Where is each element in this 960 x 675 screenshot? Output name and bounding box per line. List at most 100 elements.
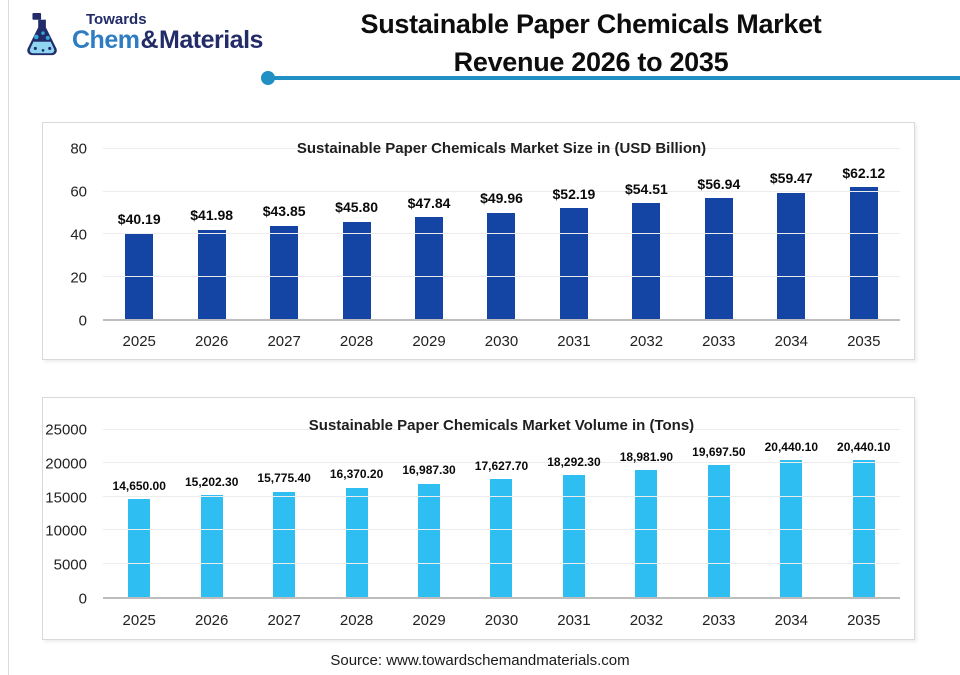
x-tick-label: 2026	[194, 333, 229, 350]
bar-value-label: $54.51	[624, 180, 668, 197]
gridline	[103, 429, 900, 430]
title-divider-line	[261, 71, 960, 85]
bar-2027	[273, 491, 296, 597]
page-title-line2: Revenue 2026 to 2035	[453, 46, 729, 77]
bar-2029	[415, 217, 444, 319]
bar-slot: $40.19	[103, 149, 175, 319]
bar-value-label: 14,650.00	[112, 478, 166, 493]
plot-area: 14,650.00 15,202.30 15,775.40 16,370.20 16,9…	[103, 429, 900, 599]
bar-2026	[200, 495, 223, 597]
y-tick-label: 20000	[45, 455, 87, 473]
x-tick-label: 2026	[194, 612, 229, 629]
bar-slot: $41.98	[175, 149, 247, 319]
x-tick-label: 2032	[629, 333, 664, 350]
y-axis: 0 20 40 60 80	[43, 142, 99, 329]
bar-slot: $45.80	[320, 149, 392, 319]
bar-value-label: $41.98	[190, 207, 234, 224]
bar-slot: $54.51	[610, 149, 682, 319]
x-tick-label: 2032	[629, 612, 664, 629]
brand-name: Chem&Materials	[72, 28, 263, 53]
bar-2033	[707, 465, 730, 597]
y-tick-label: 80	[70, 140, 87, 158]
bar-2030	[490, 479, 513, 597]
y-axis: 0 5000 10000 15000 20000 25000	[43, 423, 99, 607]
flask-icon	[27, 13, 57, 56]
x-tick-label: 2035	[847, 333, 881, 350]
bars: $40.19 $41.98 $43.85 $45.80 $47.84 $49.96 $52.…	[103, 149, 900, 319]
source-text: Source: www.towardschemandmaterials.com	[330, 652, 630, 669]
bar-slot: $49.96	[465, 149, 537, 319]
x-tick-label: 2029	[412, 612, 446, 629]
y-tick-label: 0	[78, 590, 87, 608]
bar-value-label: $49.96	[480, 190, 523, 207]
gridline	[103, 495, 900, 497]
bar-2028	[345, 487, 368, 597]
bars: 14,650.00 15,202.30 15,775.40 16,370.20 16,9…	[103, 430, 900, 597]
bar-value-label: 20,440.10	[764, 440, 818, 455]
market-size-chart: Sustainable Paper Chemicals Market Size …	[42, 122, 915, 360]
bar-value-label: $43.85	[262, 203, 306, 220]
bar-slot: 15,202.30	[175, 430, 247, 597]
bar-slot: 19,697.50	[683, 430, 755, 597]
bar-2032	[632, 203, 661, 319]
bar-2028	[342, 221, 371, 319]
brand-logo-text: Towards Chem&Materials	[72, 8, 263, 53]
bar-value-label: 15,775.40	[257, 471, 311, 486]
market-volume-chart: Sustainable Paper Chemicals Market Volum…	[42, 397, 915, 640]
y-tick-label: 15000	[45, 489, 87, 507]
bar-value-label: $47.84	[407, 194, 451, 211]
plot-area: $40.19 $41.98 $43.85 $45.80 $47.84 $49.96 $52.…	[103, 148, 900, 321]
page-frame-line	[8, 0, 9, 675]
bar-value-label: 16,370.20	[329, 467, 384, 482]
bar-2033	[704, 198, 733, 319]
brand-logo: Towards Chem&Materials	[0, 0, 263, 92]
bar-slot: $56.94	[683, 149, 755, 319]
bar-value-label: 16,987.30	[402, 463, 456, 478]
bar-value-label: 18,981.90	[619, 450, 674, 465]
bar-value-label: $59.47	[769, 170, 813, 187]
bar-value-label: $62.12	[842, 164, 886, 181]
bar-value-label: 19,697.50	[692, 445, 746, 460]
x-axis: 2025 2026 2027 2028 2029 2030 2031 2032 2033 2034…	[103, 606, 900, 630]
x-tick-label: 2034	[774, 612, 808, 629]
bar-2034	[777, 192, 806, 319]
bar-slot: 18,981.90	[610, 430, 682, 597]
bar-value-label: $56.94	[697, 175, 741, 192]
bar-slot: 20,440.10	[755, 430, 827, 597]
x-tick-label: 2031	[557, 612, 591, 629]
y-tick-label: 10000	[45, 522, 87, 540]
x-tick-label: 2030	[484, 612, 519, 629]
x-tick-label: 2025	[122, 612, 156, 629]
gridline	[103, 462, 900, 464]
bar-value-label: 18,292.30	[547, 454, 601, 469]
bar-slot: $62.12	[828, 149, 900, 319]
bar-value-label: $40.19	[117, 211, 161, 228]
gridline	[103, 233, 900, 234]
y-tick-label: 5000	[53, 556, 87, 574]
bar-slot: 20,440.10	[828, 430, 900, 597]
page-title-line1: Sustainable Paper Chemicals Market	[360, 9, 822, 39]
x-tick-label: 2025	[122, 333, 156, 350]
bar-slot: $52.19	[538, 149, 610, 319]
y-tick-label: 0	[78, 312, 87, 330]
bar-slot: 14,650.00	[103, 430, 175, 597]
bar-value-label: $52.19	[552, 185, 596, 202]
bar-value-label: 20,440.10	[837, 440, 891, 455]
x-tick-label: 2027	[267, 333, 301, 350]
bar-slot: 16,370.20	[320, 430, 392, 597]
x-tick-label: 2031	[557, 333, 591, 350]
y-tick-label: 60	[70, 183, 87, 201]
y-tick-label: 20	[70, 269, 87, 287]
x-tick-label: 2030	[484, 333, 519, 350]
bar-slot: 17,627.70	[465, 430, 537, 597]
x-tick-label: 2028	[339, 612, 374, 629]
y-tick-label: 25000	[45, 421, 87, 439]
bar-2031	[559, 208, 588, 319]
bar-slot: $47.84	[393, 149, 465, 319]
brand-towards: Towards	[86, 11, 147, 28]
bar-2025	[128, 499, 151, 597]
x-tick-label: 2027	[267, 612, 301, 629]
x-tick-label: 2033	[702, 612, 736, 629]
gridline	[103, 190, 900, 192]
